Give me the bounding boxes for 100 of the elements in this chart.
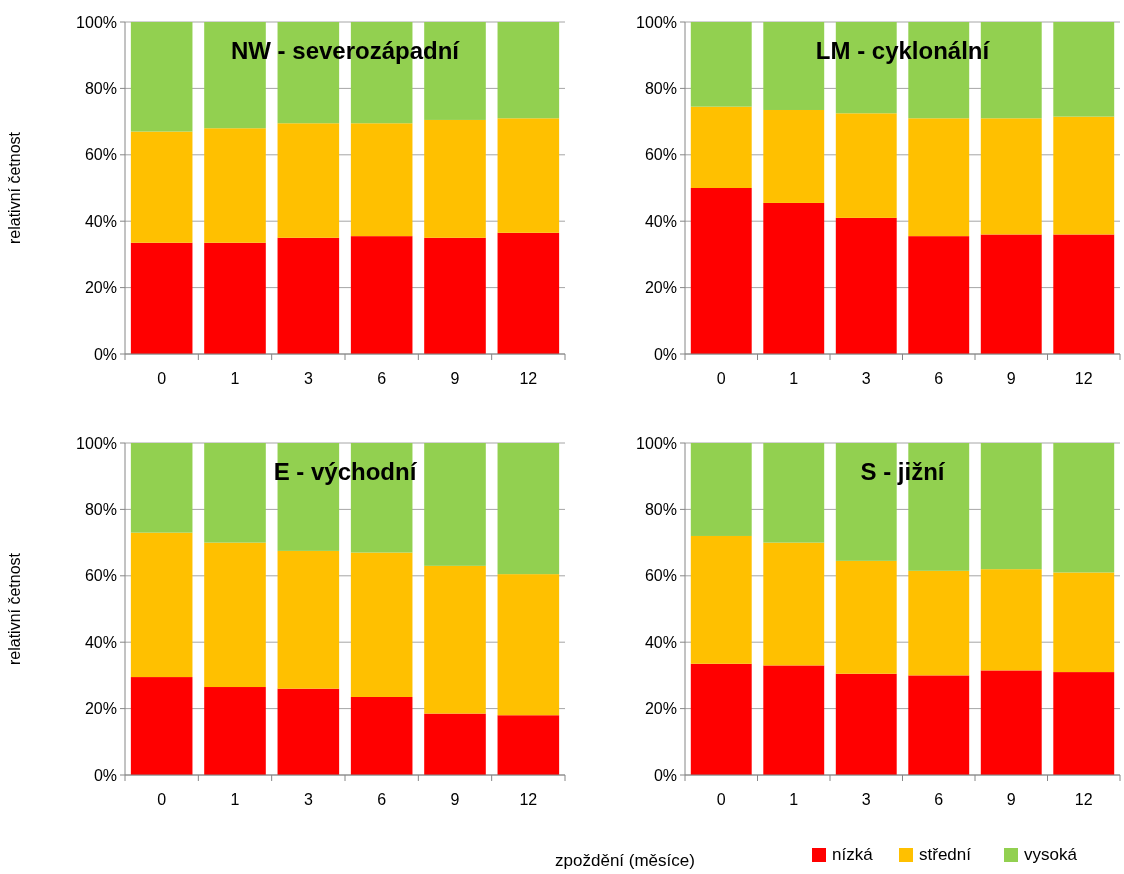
bar — [835, 443, 897, 561]
bar — [763, 202, 825, 354]
bar — [424, 237, 486, 354]
bar — [690, 22, 752, 107]
x-tick-label: 9 — [1006, 370, 1016, 387]
y-tick-label: 100% — [636, 13, 677, 31]
bar — [277, 237, 340, 354]
legend-label: nízká — [832, 845, 874, 864]
bar — [130, 242, 193, 354]
bar — [497, 22, 560, 119]
x-tick-label: 1 — [789, 791, 799, 808]
bar — [1053, 234, 1115, 354]
x-tick-label: 9 — [450, 791, 460, 808]
y-tick-label: 60% — [644, 567, 677, 585]
x-tick-label: 0 — [157, 370, 167, 387]
legend-label: střední — [919, 845, 972, 864]
bar — [835, 673, 897, 775]
bar — [350, 552, 413, 697]
bar — [690, 443, 752, 536]
bar — [130, 532, 193, 678]
bar — [424, 443, 486, 566]
x-tick-label: 3 — [861, 370, 871, 387]
bar — [908, 570, 970, 676]
bar — [908, 675, 970, 775]
bar — [908, 118, 970, 237]
bar — [980, 670, 1042, 775]
bar — [763, 443, 825, 543]
bar — [130, 677, 193, 775]
y-tick-label: 40% — [84, 633, 117, 651]
bar — [130, 443, 193, 533]
y-tick-label: 100% — [76, 13, 117, 31]
bar — [350, 696, 413, 775]
x-tick-label: 12 — [519, 370, 538, 387]
x-tick-label: 0 — [716, 370, 726, 387]
y-tick-label: 0% — [653, 766, 677, 784]
y-tick-label: 20% — [84, 279, 117, 297]
bar — [204, 128, 266, 243]
x-tick-label: 1 — [230, 370, 240, 387]
x-tick-label: 6 — [377, 370, 387, 387]
x-tick-label: 1 — [789, 370, 799, 387]
bar — [1053, 116, 1115, 235]
y-tick-label: 0% — [93, 345, 117, 363]
bar — [497, 118, 560, 233]
x-tick-label: 6 — [934, 370, 944, 387]
bar — [424, 713, 486, 775]
bar — [908, 236, 970, 354]
x-tick-label: 12 — [1074, 370, 1093, 387]
bar — [497, 574, 560, 716]
x-tick-label: 3 — [303, 370, 313, 387]
bar — [277, 550, 340, 689]
bar — [130, 22, 193, 132]
bar — [690, 663, 752, 775]
x-tick-label: 3 — [861, 791, 871, 808]
bar — [204, 443, 266, 543]
bar — [204, 242, 266, 354]
x-tick-label: 9 — [450, 370, 460, 387]
bar — [763, 665, 825, 775]
x-tick-label: 3 — [303, 791, 313, 808]
bar — [424, 119, 486, 238]
y-tick-label: 100% — [76, 434, 117, 452]
bar — [690, 106, 752, 188]
y-tick-label: 80% — [84, 501, 117, 518]
bar — [980, 569, 1042, 671]
x-tick-label: 6 — [377, 791, 387, 808]
bar — [763, 542, 825, 666]
legend-label: vysoká — [1024, 845, 1078, 864]
y-tick-label: 20% — [84, 700, 117, 718]
bar — [690, 535, 752, 664]
bar — [424, 565, 486, 714]
y-tick-label: 0% — [653, 345, 677, 363]
y-axis-title: relativní četnost — [6, 552, 23, 666]
y-tick-label: 40% — [644, 633, 677, 651]
y-tick-label: 20% — [644, 700, 677, 718]
bar — [497, 443, 560, 575]
x-tick-label: 9 — [1006, 791, 1016, 808]
bar — [835, 113, 897, 218]
y-tick-label: 60% — [644, 146, 677, 164]
bar — [980, 443, 1042, 570]
bar — [1053, 443, 1115, 573]
y-tick-label: 80% — [644, 80, 677, 97]
bar — [835, 217, 897, 354]
bar — [277, 688, 340, 775]
bar — [350, 236, 413, 354]
bar — [497, 715, 560, 775]
bar — [497, 232, 560, 354]
bar — [763, 109, 825, 203]
y-tick-label: 60% — [84, 146, 117, 164]
y-tick-label: 80% — [644, 501, 677, 518]
y-tick-label: 100% — [636, 434, 677, 452]
bar — [1053, 22, 1115, 117]
bar — [690, 188, 752, 354]
x-tick-label: 1 — [230, 791, 240, 808]
x-tick-label: 12 — [1074, 791, 1093, 808]
x-axis-title: zpoždění (měsíce) — [555, 851, 695, 870]
y-axis-title: relativní četnost — [6, 131, 23, 245]
bar — [1053, 572, 1115, 673]
bar — [277, 123, 340, 238]
bar — [204, 542, 266, 688]
x-tick-label: 0 — [716, 791, 726, 808]
bar — [980, 234, 1042, 354]
